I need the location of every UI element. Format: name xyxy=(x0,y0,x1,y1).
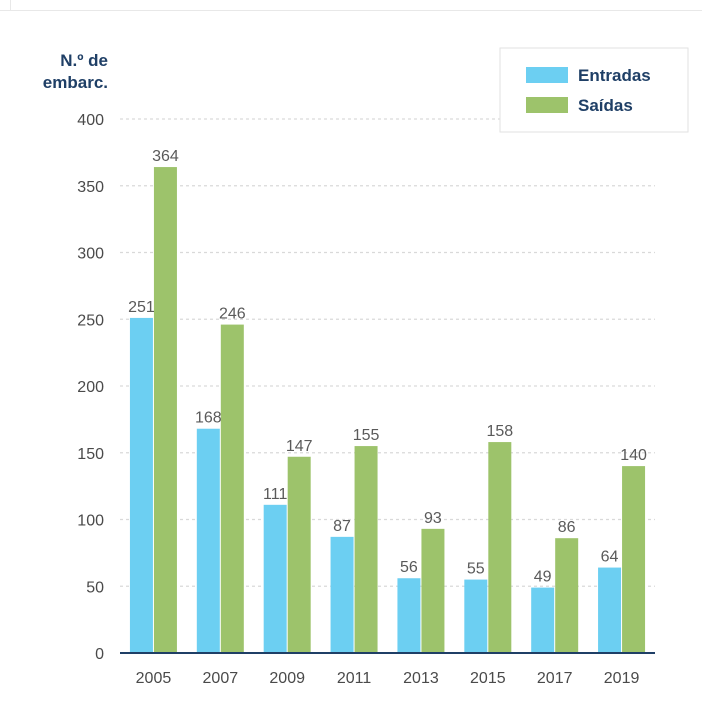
data-labels: 251 364 168 246 111 147 87 155 56 93 55 158 49 86 64 14… xyxy=(128,148,647,586)
bar-entradas-2011 xyxy=(330,536,354,653)
bar-sadas-2005 xyxy=(153,167,177,653)
y-tick-labels: 0 50 100 150 200 250 300 350 400 xyxy=(77,112,104,663)
x-tick-labels: 2005 2007 2009 2011 2013 2015 2017 2019 xyxy=(136,670,640,687)
bar-entradas-2019 xyxy=(598,567,622,653)
legend-box xyxy=(499,47,689,133)
y-axis-label-line-2: embarc. xyxy=(43,73,108,92)
data-label: 55 xyxy=(467,561,485,578)
x-tick-label: 2019 xyxy=(604,670,640,687)
y-axis-label: N.º de embarc. xyxy=(43,51,108,92)
data-label: 147 xyxy=(286,438,313,455)
bar-entradas-2015 xyxy=(464,579,488,653)
data-label: 246 xyxy=(219,306,246,323)
y-tick-label: 350 xyxy=(77,179,104,196)
data-label: 251 xyxy=(128,299,155,316)
bar-entradas-2007 xyxy=(196,428,220,653)
data-label: 158 xyxy=(486,423,513,440)
data-label: 93 xyxy=(424,510,442,527)
x-tick-label: 2015 xyxy=(470,670,506,687)
bar-entradas-2005 xyxy=(129,317,153,653)
bars xyxy=(129,167,646,653)
data-label: 168 xyxy=(195,410,222,427)
y-axis-label-line-1: N.º de xyxy=(60,51,108,70)
data-label: 56 xyxy=(400,559,418,576)
bar-sadas-2011 xyxy=(354,446,378,653)
legend: Entradas Saídas xyxy=(499,47,689,133)
bar-entradas-2009 xyxy=(263,504,287,653)
data-label: 49 xyxy=(534,569,552,586)
bar-entradas-2013 xyxy=(397,578,421,653)
y-tick-label: 400 xyxy=(77,112,104,129)
x-tick-label: 2017 xyxy=(537,670,573,687)
data-label: 111 xyxy=(263,486,287,503)
y-tick-label: 100 xyxy=(77,513,104,530)
data-label: 86 xyxy=(558,519,576,536)
y-tick-label: 300 xyxy=(77,246,104,263)
data-label: 364 xyxy=(152,148,179,165)
bar-sadas-2017 xyxy=(555,538,579,653)
bar-entradas-2017 xyxy=(531,587,555,653)
y-tick-label: 200 xyxy=(77,379,104,396)
frame-top-border xyxy=(0,10,702,11)
y-tick-label: 250 xyxy=(77,312,104,329)
x-tick-label: 2009 xyxy=(269,670,305,687)
bar-sadas-2019 xyxy=(622,466,646,653)
legend-label: Saídas xyxy=(578,96,633,115)
x-tick-label: 2013 xyxy=(403,670,439,687)
legend-label: Entradas xyxy=(578,66,651,85)
legend-swatch xyxy=(526,97,568,113)
x-tick-label: 2011 xyxy=(337,670,372,687)
x-tick-label: 2007 xyxy=(203,670,239,687)
data-label: 155 xyxy=(353,427,380,444)
legend-swatch xyxy=(526,67,568,83)
y-tick-label: 0 xyxy=(95,646,104,663)
x-tick-label: 2005 xyxy=(136,670,172,687)
frame-left-border xyxy=(10,0,11,10)
y-tick-label: 50 xyxy=(86,579,104,596)
bar-sadas-2015 xyxy=(488,442,512,653)
data-label: 140 xyxy=(620,447,647,464)
bar-sadas-2009 xyxy=(287,456,311,653)
data-label: 87 xyxy=(333,518,351,535)
bar-sadas-2013 xyxy=(421,528,445,653)
bar-sadas-2007 xyxy=(220,324,244,653)
data-label: 64 xyxy=(601,549,619,566)
y-tick-label: 150 xyxy=(77,446,104,463)
